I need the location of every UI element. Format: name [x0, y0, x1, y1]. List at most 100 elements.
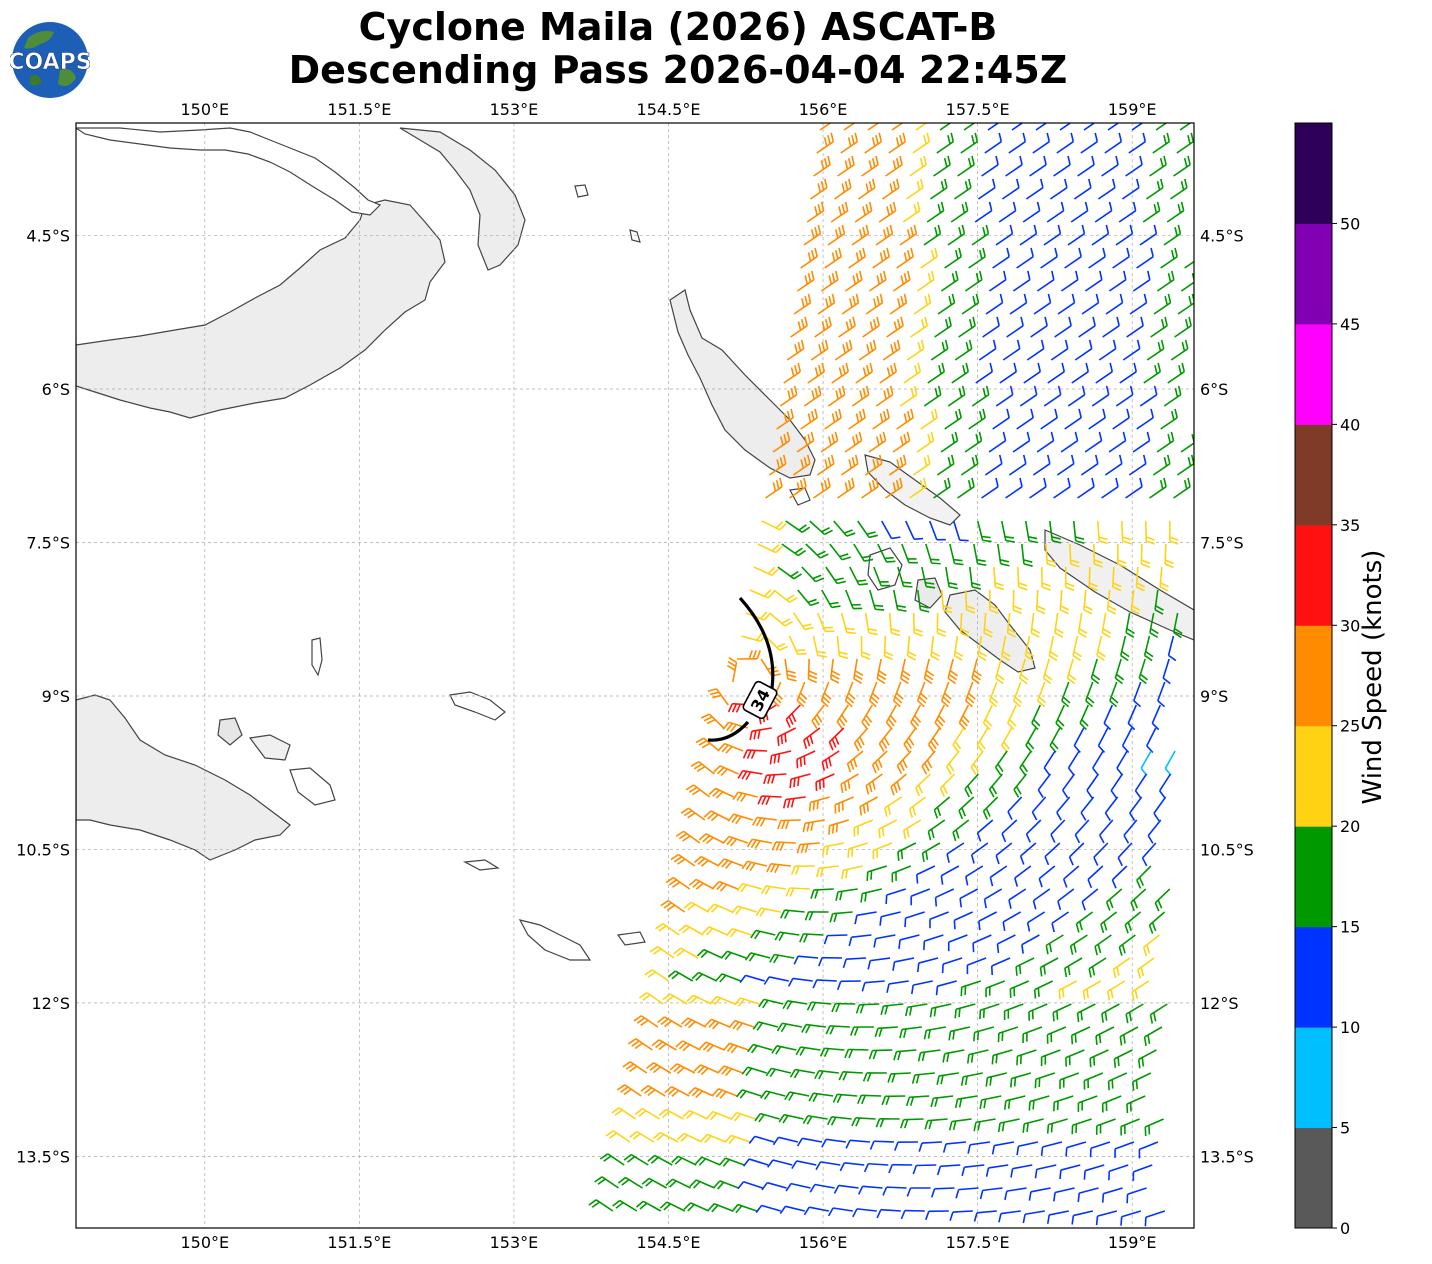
wind-barb	[1013, 773, 1028, 798]
wind-barb	[861, 477, 879, 499]
wind-barb	[944, 247, 962, 269]
wind-barb	[1136, 247, 1154, 269]
wind-barb	[909, 477, 927, 499]
wind-barb	[1080, 132, 1099, 154]
wind-barb	[996, 934, 1016, 953]
wind-barb	[879, 911, 901, 926]
island-new-britain	[76, 199, 446, 419]
wind-barb	[723, 1042, 749, 1054]
wind-barb	[1144, 1118, 1164, 1137]
wind-barb	[924, 1118, 948, 1130]
wind-barb	[903, 727, 917, 753]
wind-barb	[795, 1046, 821, 1056]
wind-barb	[1024, 635, 1035, 662]
wind-barb	[742, 749, 768, 759]
wind-barb	[987, 123, 1000, 131]
wind-barb	[884, 796, 903, 817]
wind-barb	[930, 635, 940, 661]
wind-barb	[882, 1186, 907, 1196]
wind-barb	[1101, 612, 1112, 638]
wind-barb	[706, 1110, 732, 1121]
wind-barb	[1046, 201, 1065, 223]
wind-barb	[1149, 1003, 1168, 1024]
wind-barb	[742, 1158, 769, 1167]
wind-barb	[921, 566, 936, 589]
lon-tick-label-top: 153°E	[490, 100, 539, 119]
wind-barb	[875, 1117, 900, 1128]
wind-barb	[699, 1041, 725, 1053]
wind-barb	[1001, 178, 1020, 200]
wind-barb	[657, 1016, 683, 1028]
wind-barb	[878, 819, 898, 839]
wind-barb	[1093, 842, 1109, 866]
island-entrecasteaux-3	[289, 767, 336, 806]
wind-barb	[1037, 681, 1047, 708]
wind-barb	[1006, 612, 1017, 638]
wind-barb	[1096, 635, 1106, 662]
wind-barb	[933, 155, 951, 177]
wind-barb	[972, 934, 992, 953]
wind-barb	[640, 1085, 666, 1097]
wind-barb	[1001, 819, 1018, 843]
wind-barb	[964, 681, 976, 708]
wind-barb	[1086, 773, 1100, 799]
wind-barb	[983, 888, 1003, 909]
wind-barb	[1067, 750, 1080, 776]
wind-barb	[1133, 681, 1142, 708]
wind-barb	[1032, 888, 1051, 910]
wind-barbs	[588, 123, 1194, 1227]
colorbar-tick-label: 5	[1340, 1119, 1350, 1138]
wind-barb	[1108, 431, 1127, 453]
wind-barb	[868, 681, 880, 708]
wind-barb	[882, 339, 901, 361]
wind-barb	[1071, 1118, 1092, 1135]
wind-barb	[704, 1018, 731, 1030]
wind-barb	[761, 520, 787, 531]
wind-barb	[1104, 454, 1123, 476]
island-small-north-2	[629, 229, 641, 243]
wind-barb	[967, 1141, 991, 1154]
wind-barb	[905, 1003, 928, 1017]
wind-barb	[941, 957, 963, 974]
wind-barb	[942, 1141, 967, 1153]
wind-barb	[939, 123, 952, 131]
wind-barb	[873, 566, 891, 587]
wind-barb	[675, 830, 701, 844]
colorbar-tick-label: 50	[1340, 214, 1360, 233]
wind-barb	[801, 566, 825, 583]
wind-barb	[923, 1026, 947, 1040]
wind-barb	[915, 773, 931, 797]
wind-barb	[1079, 704, 1090, 731]
wind-barb	[779, 1205, 806, 1215]
wind-barb	[1089, 1141, 1111, 1158]
wind-barb	[981, 155, 999, 177]
wind-barb	[982, 704, 994, 731]
wind-barb	[1094, 201, 1113, 223]
wind-barb	[778, 1113, 804, 1124]
wind-barb	[649, 946, 675, 959]
wind-barb	[851, 224, 870, 246]
wind-barb	[885, 155, 903, 177]
wind-barb	[1110, 773, 1124, 799]
colorbar-tick-label: 30	[1340, 616, 1360, 635]
wind-barb	[1077, 155, 1095, 177]
wind-barb	[1152, 132, 1171, 154]
wind-barb	[840, 454, 859, 476]
wind-barb	[1132, 1072, 1152, 1091]
wind-barb	[1034, 1164, 1057, 1179]
wind-barb	[1134, 773, 1148, 799]
wind-barb	[1152, 454, 1171, 476]
wind-barb	[847, 842, 869, 858]
wind-barb	[981, 477, 999, 499]
wind-barb	[960, 454, 979, 476]
wind-barb	[1139, 224, 1158, 246]
wind-barb	[935, 980, 957, 996]
wind-barb	[812, 635, 827, 658]
wind-barb	[970, 750, 984, 776]
wind-barb	[1101, 1095, 1122, 1113]
wind-barb	[688, 878, 715, 890]
wind-barb	[842, 957, 867, 969]
wind-barb	[982, 796, 999, 820]
wind-barb	[825, 1025, 850, 1035]
wind-barb	[1053, 1095, 1074, 1112]
